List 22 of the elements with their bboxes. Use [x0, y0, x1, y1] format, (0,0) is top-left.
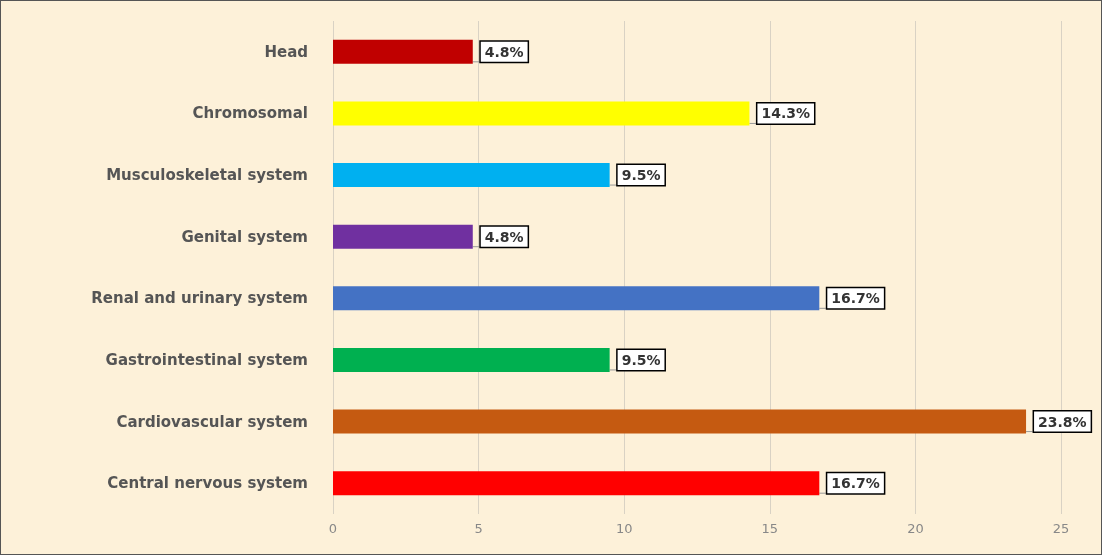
y-tick-label: Head [264, 42, 308, 61]
x-tick-label: 5 [474, 521, 483, 536]
x-tick-label: 20 [907, 521, 924, 536]
data-label: 4.8% [484, 43, 524, 60]
data-label: 23.8% [1038, 413, 1087, 430]
x-tick-label: 25 [1052, 521, 1070, 536]
data-label: 4.8% [484, 228, 524, 245]
y-tick-label: Genital system [181, 227, 308, 246]
y-tick-label: Renal and urinary system [91, 289, 308, 308]
y-tick-label: Central nervous system [107, 474, 308, 493]
x-tick-label: 0 [328, 521, 338, 536]
data-label: 9.5% [621, 351, 661, 368]
data-label: 16.7% [831, 290, 880, 307]
x-tick-label: 10 [615, 521, 633, 536]
y-tick-label: Cardiovascular system [116, 412, 308, 431]
data-label: 16.7% [831, 475, 880, 492]
y-tick-label: Gastrointestinal system [105, 350, 308, 369]
data-label: 9.5% [621, 167, 661, 184]
y-tick-label: Chromosomal [192, 104, 308, 123]
y-tick-label: Musculoskeletal system [106, 166, 308, 185]
data-label: 14.3% [761, 105, 810, 122]
x-tick-label: 15 [761, 521, 779, 536]
